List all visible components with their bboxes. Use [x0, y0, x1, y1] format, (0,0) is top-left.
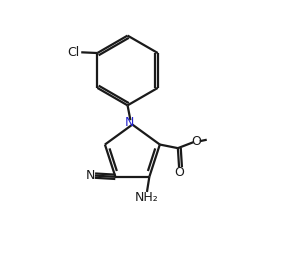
Text: Cl: Cl [67, 46, 80, 59]
Text: NH₂: NH₂ [135, 191, 159, 204]
Text: N: N [85, 169, 95, 182]
Text: O: O [192, 135, 202, 148]
Text: N: N [125, 116, 134, 129]
Text: O: O [175, 166, 185, 179]
